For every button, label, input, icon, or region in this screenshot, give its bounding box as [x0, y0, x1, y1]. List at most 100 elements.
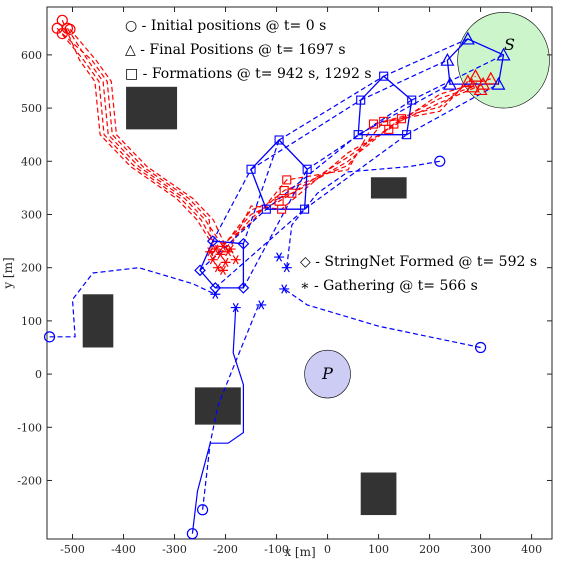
attacker-final-marker: [483, 71, 498, 85]
y-tick-labels: -200 -100 0 100 200 300 400 500 600: [17, 49, 552, 487]
defender-final-marker: [491, 76, 506, 90]
x-tick-label: -500: [60, 543, 85, 556]
y-axis-label: y [m]: [1, 257, 15, 289]
attacker-path: [214, 81, 469, 250]
defender-initial-marker: [196, 504, 209, 516]
defender-path: [357, 83, 451, 136]
attacker-gather-marker: [217, 241, 228, 252]
attacker-formation-marker: [389, 119, 399, 129]
x-tick-label: -100: [264, 543, 289, 556]
defender-stringnet-marker: [206, 235, 219, 247]
attacker-gather-marker: [225, 244, 236, 254]
defender-path: [286, 160, 440, 268]
defender-final-marker: [496, 47, 511, 61]
attacker-final-marker: [465, 79, 480, 93]
defender-initial-marker: [474, 341, 487, 354]
x-tick-label: 300: [470, 543, 491, 556]
legend-entry-triangle: △ - Final Positions @ t= 1697 s: [125, 42, 346, 58]
attacker-formation-marker: [287, 188, 297, 198]
legend-top: ○ - Initial positions @ t= 0 s △ - Final …: [125, 18, 372, 82]
defender-path: [242, 139, 280, 244]
attacker-formation-marker: [379, 116, 389, 126]
defender-final-marker: [460, 31, 475, 45]
defender-gathering-marker: [279, 284, 290, 294]
attacker-gather-marker: [217, 265, 228, 275]
defender-path: [306, 99, 413, 170]
defender-path: [283, 288, 481, 349]
defender-gathering-marker: [230, 302, 241, 313]
defender-gathering-marker: [210, 289, 221, 299]
defender-initial-marker: [434, 155, 446, 167]
defender-formation-marker: [402, 130, 412, 140]
defender-path: [49, 267, 216, 338]
legend-entry-diamond: ◇ - StringNet Formed @ t= 592 s: [300, 254, 537, 270]
attacker-gather-marker: [207, 255, 218, 265]
obstacles: [82, 86, 407, 516]
defender-path: [242, 169, 308, 289]
attacker-path: [61, 20, 216, 250]
defender-stringnet-marker: [209, 282, 222, 294]
attacker-gather-marker: [205, 247, 216, 257]
x-tick-label: 100: [368, 543, 389, 556]
attacker-path: [219, 75, 476, 255]
attacker-formation-marker: [384, 124, 394, 134]
legend-mid: ◇ - StringNet Formed @ t= 592 s ∗ - Gathe…: [300, 254, 537, 294]
x-tick-label: 200: [419, 543, 440, 556]
x-tick-label: -300: [162, 543, 187, 556]
defender-formation-marker: [379, 71, 389, 81]
x-tick-label: 0: [324, 543, 331, 556]
attacker-initial-marker: [56, 14, 68, 26]
defender-path: [406, 83, 499, 136]
defender-stringnet-marker: [194, 264, 206, 277]
region-label: P: [321, 364, 333, 383]
defender-formation-marker: [274, 135, 284, 145]
obstacle: [360, 472, 397, 516]
legend-entry-asterisk: ∗ - Gathering @ t= 566 s: [300, 278, 478, 294]
attacker-formation-marker: [282, 175, 292, 185]
defender-path: [383, 38, 469, 77]
plot-area: SP: [43, 6, 553, 540]
x-tick-labels: -500 -400 -300 -200 -100 0 100 200 300 400: [60, 7, 542, 556]
defender-stringnet-marker: [237, 282, 250, 294]
legend-entry-circle: ○ - Initial positions @ t= 0 s: [125, 18, 326, 34]
attacker-final-marker: [473, 82, 488, 96]
attacker-formation-marker: [277, 204, 287, 214]
defender-formation-marker: [300, 204, 310, 214]
x-tick-label: 400: [521, 543, 542, 556]
defender-initial-marker: [186, 528, 198, 540]
defender-formation-marker: [302, 164, 312, 174]
attacker-gather-marker: [215, 249, 226, 260]
defender-path: [212, 169, 252, 242]
y-tick-label: 0: [35, 368, 42, 381]
defender-formation-marker: [407, 95, 417, 105]
y-tick-label: 600: [21, 49, 42, 62]
attacker-formation-marker: [368, 119, 379, 129]
y-tick-label: 100: [21, 315, 42, 328]
obstacle: [82, 294, 114, 348]
attacker-path: [227, 78, 491, 252]
defender-path: [199, 208, 267, 271]
region-P: [304, 349, 351, 399]
legend-entry-square: □ - Formations @ t= 942 s, 1292 s: [125, 66, 372, 82]
attacker-path: [61, 33, 214, 260]
defender-final-marker: [440, 52, 455, 66]
defender-path: [214, 208, 305, 289]
defender-formation-marker: [353, 130, 363, 140]
markers: [43, 14, 511, 540]
defender-path: [250, 99, 362, 170]
x-tick-label: -400: [111, 543, 136, 556]
defender-stringnet-marker: [237, 237, 250, 250]
obstacle: [370, 177, 407, 199]
defender-formation-marker: [246, 164, 256, 174]
region-label: S: [504, 35, 515, 54]
attacker-gather-marker: [220, 257, 231, 267]
defender-path: [278, 75, 385, 141]
defender-gathering-marker: [256, 300, 267, 310]
defender-formation-marker: [356, 95, 366, 105]
x-tick-label: -200: [213, 543, 238, 556]
defender-initial-marker: [43, 331, 56, 343]
x-axis-label: x [m]: [284, 545, 315, 559]
y-tick-label: 500: [21, 102, 42, 115]
defender-path: [191, 307, 244, 534]
